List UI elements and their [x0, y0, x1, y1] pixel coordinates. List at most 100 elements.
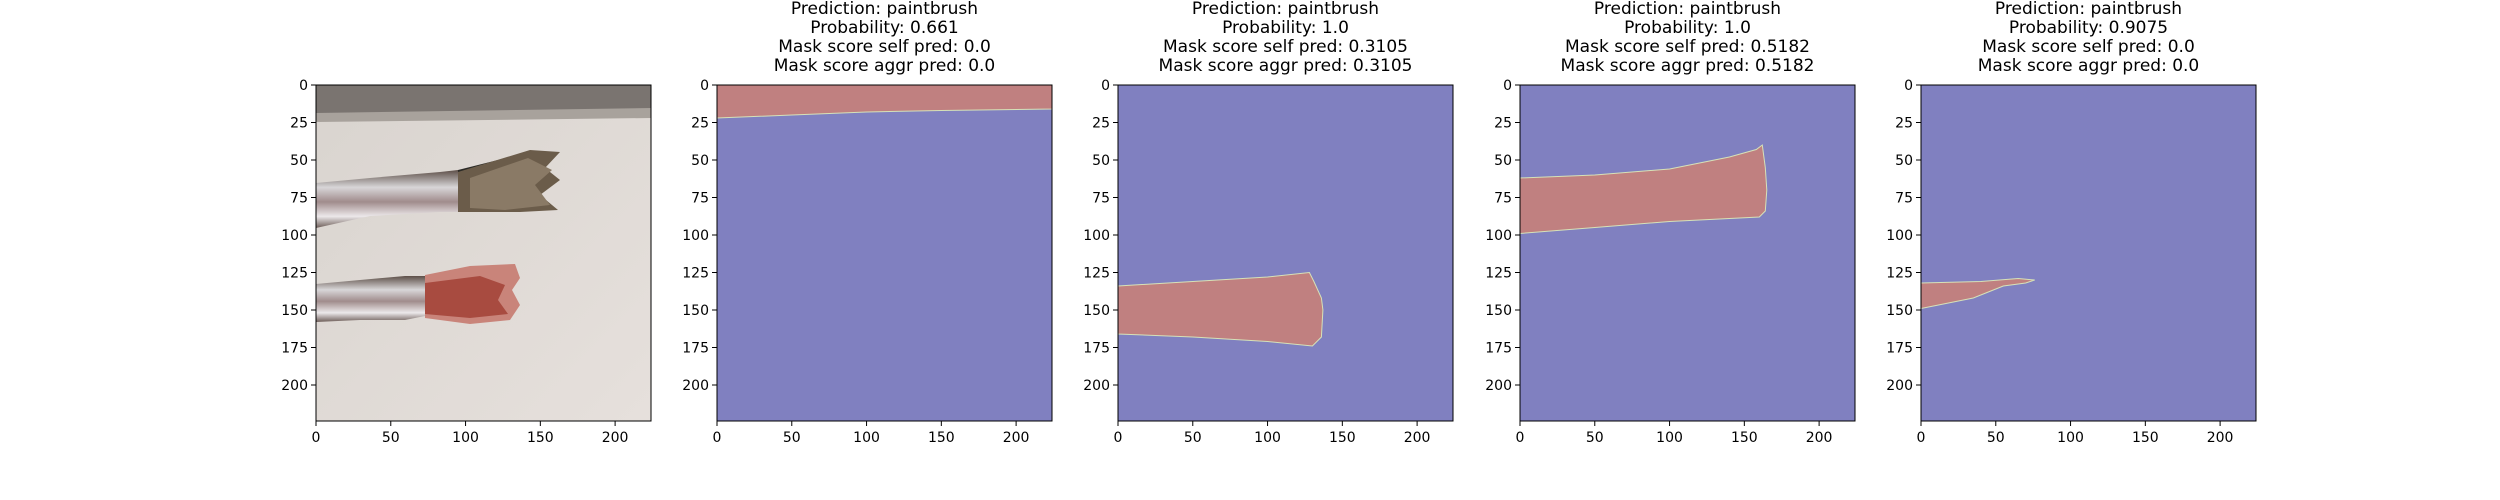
mask-background: [1118, 85, 1453, 421]
y-tick-label: 175: [682, 341, 709, 357]
y-tick-label: 100: [682, 228, 709, 244]
mask-background: [1921, 85, 2256, 421]
y-tick-label: 25: [1092, 116, 1110, 132]
panel-title-line: Probability: 0.9075: [2009, 18, 2168, 38]
x-tick-label: 0: [1917, 430, 1926, 446]
y-tick-label: 100: [1083, 228, 1110, 244]
x-tick-label: 50: [382, 430, 400, 446]
panel-title-line: Mask score aggr pred: 0.3105: [1159, 56, 1413, 76]
panel-title-line: Mask score self pred: 0.5182: [1565, 37, 1810, 57]
x-tick-label: 50: [1586, 430, 1604, 446]
image-panel: 0 50 100 150 200 0 25 50 75 100 125 150 175 200: [281, 78, 652, 446]
x-tick-label: 200: [1806, 430, 1833, 446]
x-tick-label: 100: [452, 430, 479, 446]
x-tick-label: 200: [2207, 430, 2234, 446]
panel-title-line: Prediction: paintbrush: [1995, 0, 2182, 19]
y-tick-label: 125: [1886, 266, 1913, 282]
axes-frame: [315, 84, 652, 422]
y-tick-label: 125: [1083, 266, 1110, 282]
paintbrush-photo: [316, 85, 651, 421]
x-tick-label: 100: [2057, 430, 2084, 446]
y-tick-label: 75: [1895, 191, 1913, 207]
y-tick-label: 200: [281, 378, 308, 394]
axes-frame: [1117, 84, 1454, 422]
panel-title-line: Mask score self pred: 0.0: [1982, 37, 2195, 57]
x-tick-label: 200: [1404, 430, 1431, 446]
y-tick-label: 75: [691, 191, 709, 207]
panel-title-line: Mask score aggr pred: 0.0: [1978, 56, 2200, 76]
y-tick-label: 125: [281, 266, 308, 282]
x-tick-label: 150: [928, 430, 955, 446]
x-tick-label: 100: [853, 430, 880, 446]
mask-panel: 0 50 100 150 200 0 25 50 75 100 125 150 175 200 Predic…: [1886, 0, 2257, 446]
y-tick-label: 25: [691, 116, 709, 132]
y-tick-label: 100: [281, 228, 308, 244]
mask-background: [717, 85, 1052, 421]
x-tick-label: 0: [312, 430, 321, 446]
panel-title-line: Mask score self pred: 0.3105: [1163, 37, 1408, 57]
y-tick-label: 75: [1494, 191, 1512, 207]
x-tick-label: 150: [527, 430, 554, 446]
y-tick-label: 100: [1886, 228, 1913, 244]
panel-title-line: Probability: 1.0: [1624, 18, 1751, 38]
y-tick-label: 200: [1083, 378, 1110, 394]
axes-frame: [1920, 84, 2257, 422]
y-tick-label: 150: [1886, 303, 1913, 319]
x-tick-label: 150: [2132, 430, 2159, 446]
mask-panel: 0 50 100 150 200 0 25 50 75 100 125 150 175 200 Predic…: [682, 0, 1053, 446]
x-tick-label: 150: [1329, 430, 1356, 446]
y-tick-label: 175: [1083, 341, 1110, 357]
y-tick-label: 0: [1904, 78, 1913, 94]
y-tick-label: 50: [1895, 153, 1913, 169]
axes-frame: [1519, 84, 1856, 422]
y-tick-label: 50: [290, 153, 308, 169]
mask-region: [1117, 271, 1324, 347]
mask-region: [1920, 277, 2035, 310]
y-tick-label: 100: [1485, 228, 1512, 244]
x-tick-label: 50: [783, 430, 801, 446]
y-tick-label: 175: [1886, 341, 1913, 357]
x-tick-label: 0: [713, 430, 722, 446]
y-tick-label: 125: [682, 266, 709, 282]
x-tick-label: 100: [1254, 430, 1281, 446]
mask-region: [1519, 144, 1768, 235]
panel-title-line: Mask score aggr pred: 0.0: [774, 56, 996, 76]
y-tick-label: 75: [290, 191, 308, 207]
x-tick-label: 50: [1184, 430, 1202, 446]
y-tick-label: 0: [299, 78, 308, 94]
mask-panel: 0 50 100 150 200 0 25 50 75 100 125 150 175 200 Predic…: [1083, 0, 1454, 446]
y-tick-label: 125: [1485, 266, 1512, 282]
x-tick-label: 100: [1656, 430, 1683, 446]
y-tick-label: 0: [1101, 78, 1110, 94]
panel-title-line: Prediction: paintbrush: [1192, 0, 1379, 19]
panel-title-line: Mask score self pred: 0.0: [778, 37, 991, 57]
axes-frame: [716, 84, 1053, 422]
panel-title-line: Probability: 1.0: [1222, 18, 1349, 38]
y-tick-label: 200: [1485, 378, 1512, 394]
panel-title-line: Probability: 0.661: [810, 18, 958, 38]
x-tick-label: 50: [1987, 430, 2005, 446]
y-tick-label: 200: [682, 378, 709, 394]
y-tick-label: 150: [1083, 303, 1110, 319]
y-tick-label: 200: [1886, 378, 1913, 394]
x-tick-label: 0: [1114, 430, 1123, 446]
y-tick-label: 50: [1092, 153, 1110, 169]
y-tick-label: 150: [281, 303, 308, 319]
x-tick-label: 200: [1003, 430, 1030, 446]
panel-title-line: Prediction: paintbrush: [791, 0, 978, 19]
x-tick-label: 0: [1516, 430, 1525, 446]
y-tick-label: 75: [1092, 191, 1110, 207]
y-tick-label: 50: [691, 153, 709, 169]
y-tick-label: 175: [1485, 341, 1512, 357]
y-tick-label: 25: [290, 116, 308, 132]
x-tick-label: 200: [602, 430, 629, 446]
mask-panel: 0 50 100 150 200 0 25 50 75 100 125 150 175 200 Predic…: [1485, 0, 1856, 446]
y-tick-label: 0: [1503, 78, 1512, 94]
y-tick-label: 25: [1895, 116, 1913, 132]
panel-title-line: Mask score aggr pred: 0.5182: [1561, 56, 1815, 76]
y-tick-label: 25: [1494, 116, 1512, 132]
y-tick-label: 50: [1494, 153, 1512, 169]
y-tick-label: 150: [1485, 303, 1512, 319]
panel-title-line: Prediction: paintbrush: [1594, 0, 1781, 19]
